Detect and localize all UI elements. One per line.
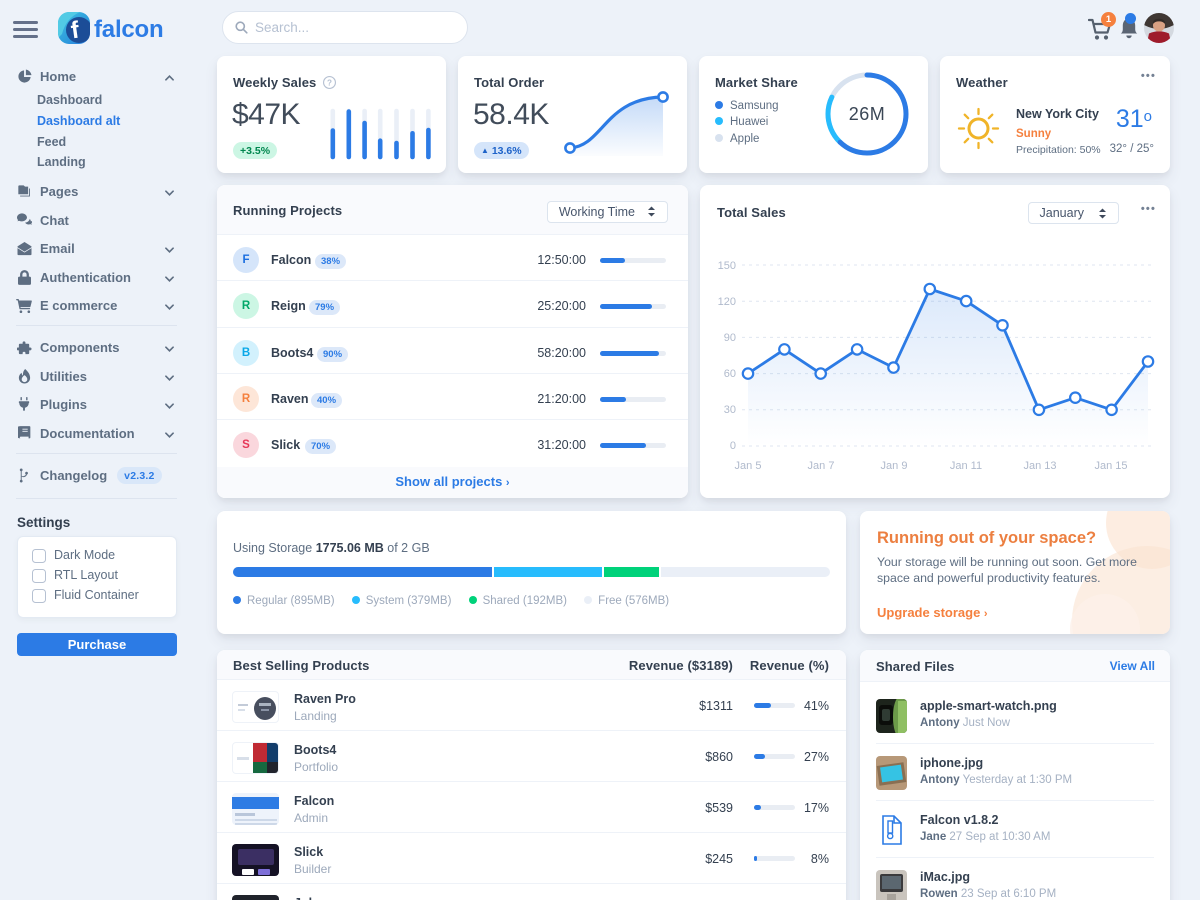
svg-text:0: 0 [730,440,736,452]
svg-text:90: 90 [724,332,736,344]
svg-text:Jan 11: Jan 11 [950,460,982,472]
svg-text:Jan 5: Jan 5 [735,460,762,472]
svg-text:Jan 7: Jan 7 [808,460,835,472]
svg-text:120: 120 [718,296,736,308]
svg-text:Jan 15: Jan 15 [1094,460,1127,472]
svg-text:26M: 26M [849,104,886,124]
svg-text:?: ? [327,78,332,87]
svg-text:60: 60 [724,368,736,380]
svg-text:Jan 9: Jan 9 [881,460,908,472]
svg-text:150: 150 [718,260,736,272]
svg-text:Jan 13: Jan 13 [1023,460,1056,472]
svg-text:30: 30 [724,404,736,416]
